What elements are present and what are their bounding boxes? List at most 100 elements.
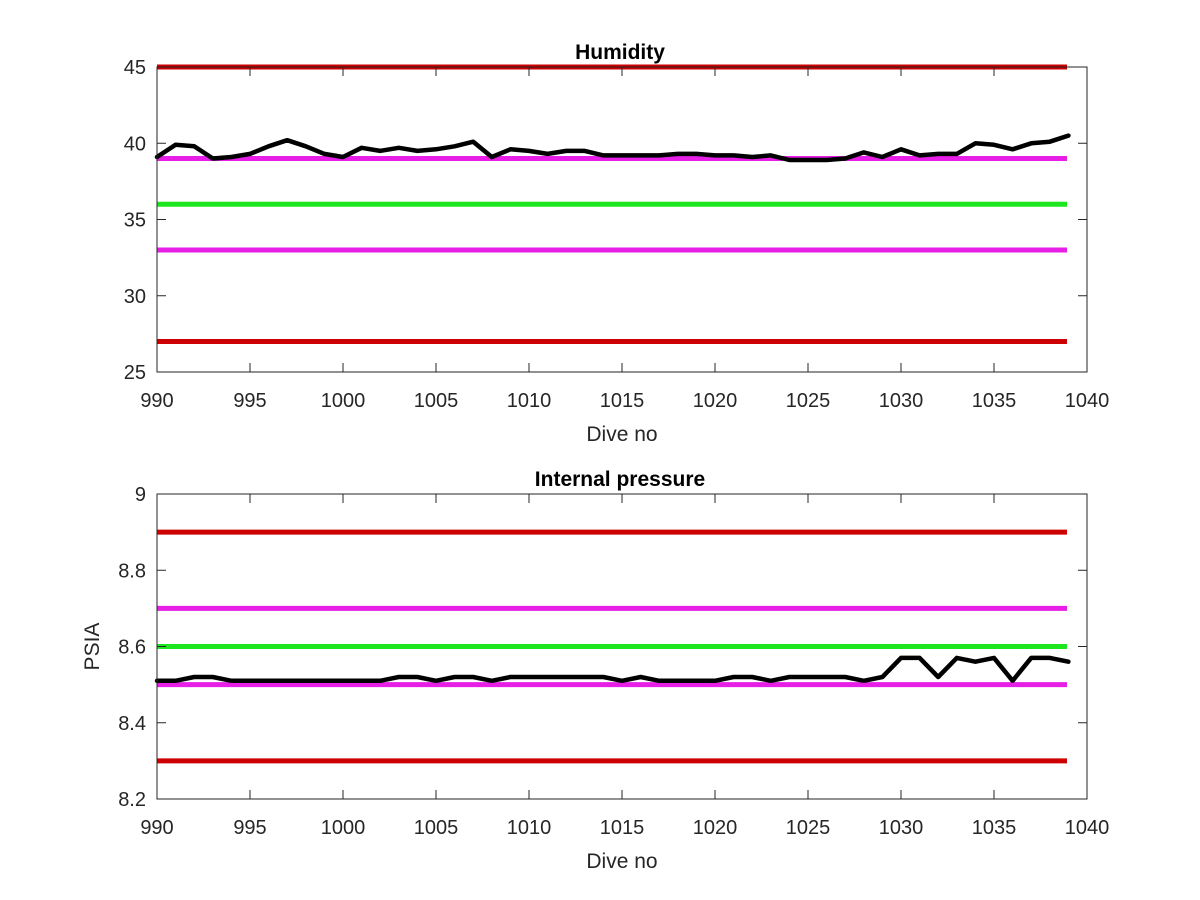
internal-pressure-x-tick-label: 990 xyxy=(140,817,173,839)
humidity-data-point xyxy=(992,143,996,147)
internal-pressure-data-point xyxy=(415,675,420,679)
internal-pressure-data-point xyxy=(806,675,810,679)
humidity-data-point xyxy=(1010,147,1015,152)
humidity-data-point xyxy=(638,153,643,158)
internal-pressure-data-point xyxy=(769,679,773,683)
internal-pressure-data-point xyxy=(1029,656,1033,660)
humidity-y-tick-label: 40 xyxy=(124,133,146,155)
internal-pressure-data-point xyxy=(750,675,754,679)
internal-pressure-data-point xyxy=(266,679,271,683)
internal-pressure-data-point xyxy=(973,659,978,664)
humidity-data-point xyxy=(955,152,959,156)
humidity-data-point xyxy=(211,156,215,161)
internal-pressure-data-point xyxy=(880,675,885,679)
humidity-data-point xyxy=(341,155,345,159)
humidity-data-point xyxy=(862,150,866,155)
internal-pressure-data-point xyxy=(1010,679,1015,683)
humidity-data-point xyxy=(490,155,494,159)
humidity-data-point xyxy=(248,152,252,156)
internal-pressure-data-point xyxy=(787,675,792,679)
internal-pressure-data-point xyxy=(434,679,438,683)
internal-pressure-data-point xyxy=(173,679,178,683)
internal-pressure-data-point xyxy=(899,656,903,660)
humidity-axes-box xyxy=(156,66,1088,373)
internal-pressure-data-point xyxy=(1048,656,1052,660)
humidity-x-tick-label: 1030 xyxy=(879,390,924,412)
humidity-data-point xyxy=(359,146,364,150)
internal-pressure-data-point xyxy=(248,679,252,683)
internal-pressure-data-point xyxy=(676,679,680,683)
internal-pressure-y-tick-label: 9 xyxy=(135,484,146,506)
internal-pressure-data-point xyxy=(917,656,922,660)
humidity-x-tick-label: 1035 xyxy=(972,390,1017,412)
humidity-data-point xyxy=(694,152,699,156)
internal-pressure-data-point xyxy=(452,675,457,679)
humidity-data-point xyxy=(917,153,922,158)
humidity-data-point xyxy=(1048,139,1052,144)
internal-pressure-x-tick-label: 1005 xyxy=(414,817,459,839)
humidity-data-point xyxy=(620,153,624,158)
humidity-data-point xyxy=(564,149,568,153)
internal-pressure-x-tick-label: 1030 xyxy=(879,817,924,839)
humidity-data-point xyxy=(750,155,754,159)
humidity-data-point xyxy=(787,158,792,162)
internal-pressure-data-point xyxy=(955,656,959,660)
internal-pressure-data-point xyxy=(229,679,234,683)
humidity-x-tick-label: 1000 xyxy=(321,390,366,412)
internal-pressure-x-tick-label: 1040 xyxy=(1065,817,1110,839)
humidity-data-point xyxy=(285,138,290,142)
humidity-y-tick-label: 45 xyxy=(124,57,146,79)
internal-pressure-data-point xyxy=(638,675,643,679)
humidity-data-point xyxy=(880,155,885,159)
internal-pressure-data-point xyxy=(211,675,215,679)
internal-pressure-data-point xyxy=(304,679,308,683)
humidity-data-point xyxy=(731,153,736,158)
internal-pressure-data-point xyxy=(564,675,568,679)
humidity-x-axis-label: Dive no xyxy=(586,423,657,446)
internal-pressure-data-point xyxy=(508,675,513,679)
internal-pressure-data-point xyxy=(824,675,829,679)
humidity-data-point xyxy=(601,153,606,158)
internal-pressure-data-point xyxy=(694,679,699,683)
humidity-data-point xyxy=(434,147,438,152)
humidity-data-point xyxy=(806,158,810,162)
internal-pressure-data-point xyxy=(285,679,290,683)
humidity-data-point xyxy=(899,147,903,152)
humidity-x-tick-label: 1025 xyxy=(786,390,831,412)
internal-pressure-y-tick-label: 8.4 xyxy=(118,713,146,735)
humidity-data-point xyxy=(583,149,587,153)
internal-pressure-data-point xyxy=(378,679,383,683)
internal-pressure-y-tick-label: 8.2 xyxy=(118,789,146,811)
humidity-x-tick-label: 1010 xyxy=(507,390,552,412)
humidity-data-point xyxy=(824,158,829,162)
internal-pressure-data-point xyxy=(471,675,476,679)
internal-pressure-data-point xyxy=(1066,659,1071,664)
internal-pressure-x-tick-label: 1015 xyxy=(600,817,645,839)
humidity-title: Humidity xyxy=(575,41,665,64)
internal-pressure-data-point xyxy=(192,675,196,679)
humidity-x-tick-label: 1005 xyxy=(414,390,459,412)
humidity-data-point xyxy=(973,141,978,146)
internal-pressure-data-point xyxy=(936,675,940,679)
internal-pressure-data-point xyxy=(545,675,550,679)
internal-pressure-subplot: 990 995 1000 1005 1010 1015 1020 1025 1030 1035 10… xyxy=(81,468,1109,873)
internal-pressure-data-point xyxy=(992,656,996,660)
humidity-data-point xyxy=(713,153,717,158)
internal-pressure-x-tick-label: 1010 xyxy=(507,817,552,839)
humidity-data-point xyxy=(1029,141,1033,146)
internal-pressure-x-tick-label: 1025 xyxy=(786,817,831,839)
internal-pressure-y-axis-label: PSIA xyxy=(81,623,104,671)
internal-pressure-title: Internal pressure xyxy=(535,468,705,491)
internal-pressure-data-point xyxy=(359,679,364,683)
internal-pressure-data-point xyxy=(731,675,736,679)
internal-pressure-data-point xyxy=(862,679,866,683)
internal-pressure-x-tick-label: 1000 xyxy=(321,817,366,839)
internal-pressure-data-point xyxy=(397,675,401,679)
humidity-data-point xyxy=(415,149,420,153)
internal-pressure-x-tick-label: 995 xyxy=(233,817,266,839)
humidity-data-point xyxy=(452,144,457,149)
internal-pressure-data-point xyxy=(601,675,606,679)
internal-pressure-data-point xyxy=(843,675,847,679)
humidity-x-tick-label: 1015 xyxy=(600,390,645,412)
